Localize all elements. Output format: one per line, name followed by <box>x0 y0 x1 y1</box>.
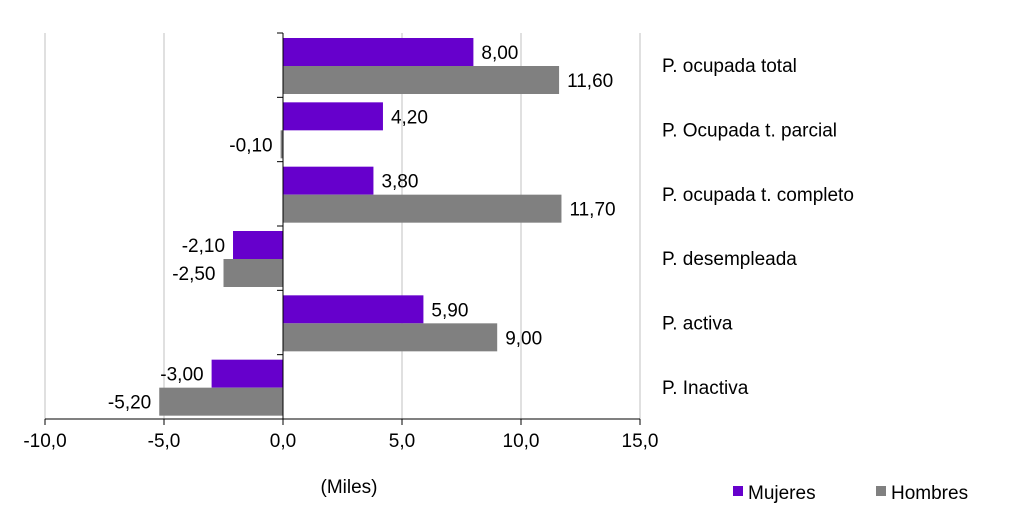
bar-mujeres <box>211 359 283 388</box>
bar-hombres <box>223 259 283 287</box>
category-label: P. desempleada <box>662 249 797 270</box>
data-label: 9,00 <box>505 328 542 349</box>
legend-label: Mujeres <box>748 483 816 504</box>
data-label: -2,10 <box>182 236 225 257</box>
bar-mujeres <box>283 295 424 324</box>
data-label: 8,00 <box>481 43 518 64</box>
data-label: 4,20 <box>391 107 428 128</box>
category-label: P. Ocupada t. parcial <box>662 121 837 142</box>
category-label: P. Inactiva <box>662 378 749 399</box>
x-tick-label: 15,0 <box>622 431 659 452</box>
data-label: -3,00 <box>160 365 203 386</box>
bar-mujeres <box>283 166 374 195</box>
x-tick-label: 5,0 <box>389 431 415 452</box>
data-label: 11,70 <box>569 200 615 221</box>
data-label: 3,80 <box>381 172 418 193</box>
bar-hombres <box>283 194 562 223</box>
legend-label: Hombres <box>891 483 968 504</box>
x-tick-label: -10,0 <box>23 431 66 452</box>
data-label: -0,10 <box>229 135 272 156</box>
data-label: -2,50 <box>172 264 215 285</box>
bar-hombres <box>283 323 498 352</box>
bar-hombres <box>283 66 560 94</box>
category-label: P. activa <box>662 314 733 335</box>
bar-hombres <box>159 387 283 416</box>
data-label: 5,90 <box>431 300 468 321</box>
legend-swatch <box>733 486 743 496</box>
x-axis-title: (Miles) <box>321 477 378 498</box>
bar-mujeres <box>233 231 283 259</box>
data-label: 11,60 <box>567 71 613 92</box>
x-tick-label: 10,0 <box>503 431 540 452</box>
category-label: P. ocupada t. completo <box>662 185 854 206</box>
data-label: -5,20 <box>108 393 151 414</box>
x-tick-label: -5,0 <box>148 431 181 452</box>
bar-mujeres <box>283 38 474 66</box>
category-label: P. ocupada total <box>662 56 797 77</box>
x-tick-label: 0,0 <box>270 431 296 452</box>
bar-hombres <box>280 130 283 159</box>
legend-swatch <box>876 486 886 496</box>
bar-mujeres <box>283 102 383 131</box>
